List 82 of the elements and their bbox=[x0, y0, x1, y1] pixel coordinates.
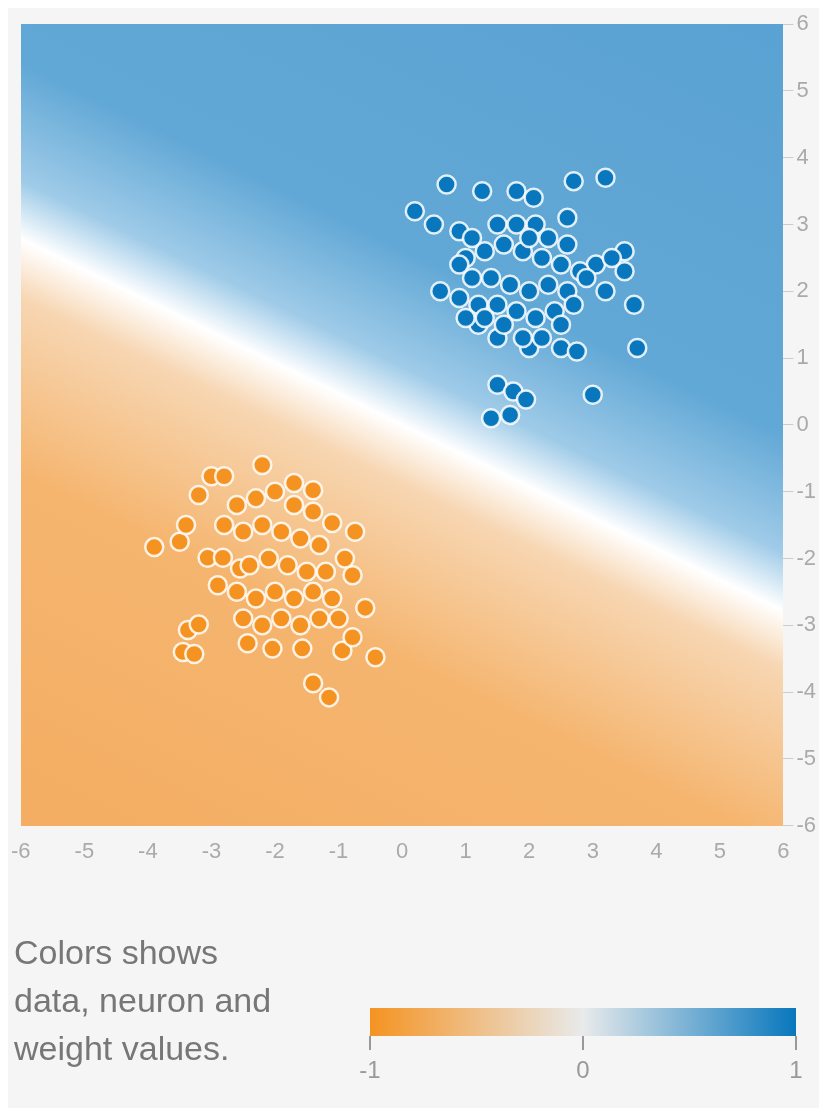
point bbox=[245, 488, 267, 509]
point bbox=[315, 561, 337, 583]
x-tick-label: -1 bbox=[328, 837, 349, 863]
y-tick-label: -3 bbox=[796, 611, 816, 637]
point bbox=[355, 597, 376, 619]
point bbox=[321, 588, 343, 609]
point bbox=[239, 554, 260, 576]
y-tick-label: -4 bbox=[796, 678, 816, 704]
x-tick-label: 2 bbox=[523, 837, 536, 863]
point bbox=[365, 647, 386, 668]
point bbox=[212, 547, 234, 569]
x-tick-label: 3 bbox=[586, 837, 599, 863]
point bbox=[252, 514, 273, 536]
y-tick-label: 2 bbox=[796, 277, 809, 303]
point bbox=[175, 514, 197, 536]
y-tick-label: -6 bbox=[796, 811, 816, 837]
x-tick-label: 4 bbox=[650, 837, 663, 863]
point bbox=[290, 615, 311, 636]
point bbox=[188, 614, 209, 635]
point bbox=[213, 514, 235, 536]
point bbox=[262, 638, 283, 659]
y-tick-label: 0 bbox=[796, 410, 809, 436]
point bbox=[342, 564, 363, 586]
y-tick-label: -5 bbox=[796, 744, 816, 770]
x-tick-label: 1 bbox=[459, 837, 472, 863]
point bbox=[328, 608, 349, 629]
y-tick-label: 3 bbox=[796, 210, 809, 236]
point bbox=[207, 574, 229, 596]
point bbox=[332, 640, 353, 661]
y-tick-label: 5 bbox=[796, 77, 809, 103]
x-tick-label: 5 bbox=[713, 837, 727, 863]
point bbox=[226, 581, 248, 603]
color-bar-title: Colors shows data, neuron and weight values. bbox=[14, 932, 273, 1069]
point bbox=[302, 581, 324, 603]
point bbox=[184, 643, 205, 665]
point bbox=[264, 481, 286, 502]
point bbox=[302, 480, 324, 501]
x-tick-label: -5 bbox=[74, 837, 95, 863]
point bbox=[237, 633, 258, 654]
point bbox=[258, 548, 279, 569]
point bbox=[342, 627, 363, 648]
point bbox=[318, 687, 340, 708]
point bbox=[309, 608, 330, 629]
point bbox=[283, 472, 305, 494]
x-tick-label: -2 bbox=[265, 837, 285, 863]
point bbox=[232, 608, 254, 629]
point bbox=[344, 521, 366, 542]
point bbox=[232, 521, 254, 542]
point bbox=[334, 548, 356, 569]
point bbox=[271, 608, 292, 629]
point bbox=[226, 494, 248, 516]
y-tick-label: 6 bbox=[796, 10, 809, 36]
y-tick-label: -2 bbox=[796, 544, 816, 570]
point bbox=[277, 554, 298, 576]
point bbox=[252, 615, 273, 636]
point bbox=[264, 581, 286, 603]
point bbox=[144, 536, 165, 558]
point bbox=[302, 501, 324, 522]
y-tick-label: 1 bbox=[796, 344, 809, 370]
point bbox=[283, 494, 305, 516]
point bbox=[296, 561, 318, 583]
point bbox=[283, 588, 305, 609]
color-bar-label: 0 bbox=[575, 1056, 591, 1084]
point bbox=[302, 673, 324, 694]
y-tick-label: 4 bbox=[796, 143, 809, 169]
point bbox=[188, 484, 209, 506]
x-tick-label: 6 bbox=[777, 837, 790, 863]
point bbox=[292, 638, 313, 659]
point bbox=[252, 454, 273, 476]
x-tick-label: -3 bbox=[201, 837, 222, 863]
point bbox=[213, 466, 235, 487]
color-bar-label: -1 bbox=[358, 1056, 382, 1084]
point bbox=[321, 512, 343, 534]
x-tick-label: -6 bbox=[11, 837, 31, 863]
point bbox=[290, 528, 311, 549]
x-tick-label: -4 bbox=[138, 837, 158, 863]
point bbox=[169, 531, 190, 553]
point bbox=[245, 588, 267, 609]
y-tick-label: -1 bbox=[796, 477, 816, 503]
point bbox=[309, 534, 330, 556]
point bbox=[271, 521, 292, 542]
x-tick-label: 0 bbox=[395, 837, 409, 863]
